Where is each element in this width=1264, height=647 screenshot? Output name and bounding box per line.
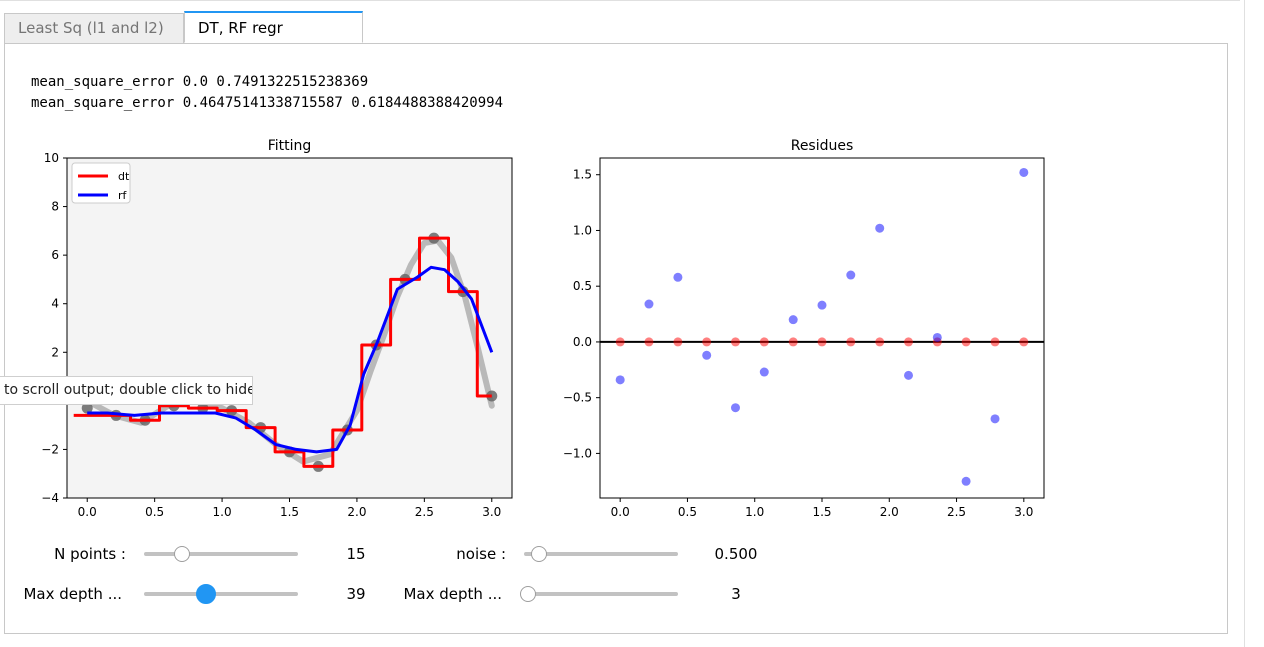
residual-point	[932, 332, 942, 342]
chart2-xtick-label: 3.0	[1014, 505, 1033, 519]
data-point	[81, 402, 93, 414]
residual-zero-point	[673, 337, 683, 347]
chart2-xtick-label: 0.0	[611, 505, 630, 519]
residual-point	[615, 375, 625, 385]
residual-point	[759, 367, 769, 377]
residual-zero-point	[817, 337, 827, 347]
chart2-ytick-label: 0.0	[573, 335, 592, 349]
chart1-xtick-label: 1.5	[280, 505, 299, 519]
chart1-ytick-label: 4	[51, 297, 59, 311]
chart2-xtick-label: 1.5	[812, 505, 831, 519]
chart2-frame	[599, 157, 1045, 499]
n-points-slider-track[interactable]	[144, 552, 298, 556]
output-text: mean_square_error 0.0 0.7491322515238369…	[31, 72, 503, 114]
chart2-ytick-label: −0.5	[563, 391, 592, 405]
n-points-label: N points :	[54, 545, 126, 563]
top-border	[0, 0, 1240, 1]
residual-zero-point	[961, 337, 971, 347]
max-depth-rf-slider-track[interactable]	[524, 592, 678, 596]
chart1-ytick-label: 6	[51, 248, 59, 262]
chart2-xtick-label: 0.5	[678, 505, 697, 519]
chart1-ytick-label: −4	[41, 491, 59, 505]
chart1-title: Fitting	[268, 138, 312, 154]
max-depth-dt-slider-track[interactable]	[144, 592, 298, 596]
residual-point	[788, 315, 798, 325]
max-depth-dt-slider-handle[interactable]	[196, 584, 217, 604]
max-depth-dt-label: Max depth ...	[23, 585, 122, 603]
chart1-ytick-label: 10	[44, 151, 59, 165]
residual-point	[846, 270, 856, 280]
chart2-ytick-label: 1.5	[573, 168, 592, 182]
scroll-output-tooltip[interactable]: to scroll output; double click to hide	[0, 376, 253, 405]
residual-zero-point	[788, 337, 798, 347]
chart1-xtick-label: 1.0	[213, 505, 232, 519]
chart2-xtick-label: 2.5	[947, 505, 966, 519]
noise-slider-track[interactable]	[524, 552, 678, 556]
max-depth-rf-label: Max depth ...	[403, 585, 502, 603]
residual-point	[990, 414, 1000, 424]
chart2-title: Residues	[791, 138, 854, 154]
chart1-plot-area	[67, 158, 512, 498]
chart2-plot-area	[600, 158, 1044, 498]
residual-point	[730, 403, 740, 413]
tab-bar: Least Sq (l1 and l2) DT, RF regr	[4, 11, 1228, 44]
series-line-rf	[87, 265, 494, 454]
residual-zero-point	[615, 337, 625, 347]
residual-point	[1019, 167, 1029, 177]
residual-point	[702, 350, 712, 360]
residual-zero-point	[730, 337, 740, 347]
noise-label: noise :	[456, 545, 506, 563]
series-line-dt	[73, 236, 492, 468]
legend-label-dt: dt	[118, 170, 130, 183]
residual-zero-point	[846, 337, 856, 347]
output-line-1: mean_square_error 0.0 0.7491322515238369	[31, 74, 369, 90]
residual-zero-point	[875, 337, 885, 347]
chart2-ytick-label: −1.0	[563, 446, 592, 460]
residual-point	[673, 272, 683, 282]
residual-zero-point	[990, 337, 1000, 347]
n-points-slider-handle[interactable]	[174, 546, 191, 562]
n-points-value: 15	[346, 545, 366, 563]
residual-zero-point	[644, 337, 654, 347]
max-depth-rf-slider-handle[interactable]	[519, 586, 536, 602]
chart1-xtick-label: 2.5	[415, 505, 434, 519]
chart1-ytick-label: 8	[51, 200, 59, 214]
chart1-xtick-label: 0.0	[78, 505, 97, 519]
residual-zero-point	[1019, 337, 1029, 347]
residual-point	[644, 299, 654, 309]
residual-point	[961, 476, 971, 486]
chart1-ytick-label: −2	[41, 442, 59, 456]
residual-zero-point	[759, 337, 769, 347]
residual-zero-point	[904, 337, 914, 347]
tab-dt-rf-regr[interactable]: DT, RF regr	[184, 11, 363, 43]
legend-label-rf: rf	[118, 189, 128, 202]
chart2-ytick-label: 0.5	[573, 279, 592, 293]
max-depth-dt-value: 39	[346, 585, 366, 603]
legend-box	[71, 162, 131, 204]
chart2-xtick-label: 2.0	[880, 505, 899, 519]
chart2-ytick-label: 1.0	[573, 223, 592, 237]
residual-zero-point	[702, 337, 712, 347]
chart1-ytick-label: 2	[51, 345, 59, 359]
residual-point	[904, 370, 914, 380]
chart1-xtick-label: 2.0	[347, 505, 366, 519]
residual-point	[875, 223, 885, 233]
max-depth-rf-value: 3	[731, 585, 741, 603]
noise-slider-handle[interactable]	[530, 546, 547, 562]
chart1-xtick-label: 3.0	[482, 505, 501, 519]
chart1-xtick-label: 0.5	[145, 505, 164, 519]
output-line-2: mean_square_error 0.46475141338715587 0.…	[31, 95, 504, 111]
noise-value: 0.500	[714, 545, 758, 563]
chart1-frame	[66, 157, 513, 499]
chart2-xtick-label: 1.0	[745, 505, 764, 519]
residual-point	[817, 300, 827, 310]
scrollbar-edge	[1244, 0, 1245, 647]
